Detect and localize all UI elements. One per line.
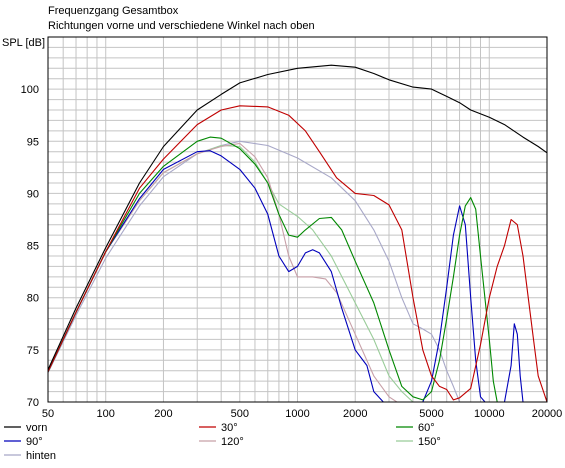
series-line bbox=[48, 142, 398, 402]
series-line bbox=[48, 150, 524, 402]
series-line bbox=[48, 140, 461, 402]
plot-frame bbox=[47, 36, 548, 403]
y-tick-label: 90 bbox=[27, 188, 39, 200]
y-tick-label: 75 bbox=[27, 345, 39, 357]
x-tick-label: 1000 bbox=[285, 408, 309, 420]
series-line bbox=[48, 144, 414, 402]
legend-label: 120° bbox=[221, 436, 244, 448]
x-tick-label: 20000 bbox=[532, 408, 563, 420]
x-tick-label: 2000 bbox=[343, 408, 367, 420]
y-tick-label: 85 bbox=[27, 241, 39, 253]
x-tick-label: 50 bbox=[42, 408, 54, 420]
series-layer bbox=[48, 64, 547, 402]
legend-label: 90° bbox=[26, 436, 43, 448]
y-tick-label: 80 bbox=[27, 293, 39, 305]
chart-subtitle: Richtungen vorne und verschiedene Winkel… bbox=[48, 20, 315, 32]
chart-title: Frequenzgang Gesamtbox bbox=[48, 5, 179, 17]
series-line bbox=[48, 136, 498, 402]
y-tick-label: 70 bbox=[27, 397, 39, 409]
y-axis-label: SPL [dB] bbox=[2, 37, 45, 49]
legend-label: vorn bbox=[26, 422, 47, 434]
x-tick-label: 200 bbox=[154, 408, 172, 420]
legend-label: 60° bbox=[418, 422, 435, 434]
y-tick-label: 100 bbox=[21, 84, 39, 96]
y-tick-label: 95 bbox=[27, 136, 39, 148]
series-line bbox=[48, 105, 547, 402]
tick-label-layer: 50 100 200 500 1000 2000 5000 10000 20000 70 75 80 8… bbox=[21, 84, 563, 420]
legend-label: 30° bbox=[221, 422, 238, 434]
x-tick-label: 5000 bbox=[419, 408, 443, 420]
legend-label: hinten bbox=[26, 450, 56, 462]
x-tick-label: 100 bbox=[97, 408, 115, 420]
legend-label: 150° bbox=[418, 436, 441, 448]
legend: vorn 30° 60° 90° 120° 150° hinten bbox=[4, 422, 441, 462]
x-tick-label: 500 bbox=[231, 408, 249, 420]
series-line bbox=[48, 64, 547, 370]
grid-layer bbox=[47, 37, 548, 402]
x-tick-label: 10000 bbox=[474, 408, 505, 420]
